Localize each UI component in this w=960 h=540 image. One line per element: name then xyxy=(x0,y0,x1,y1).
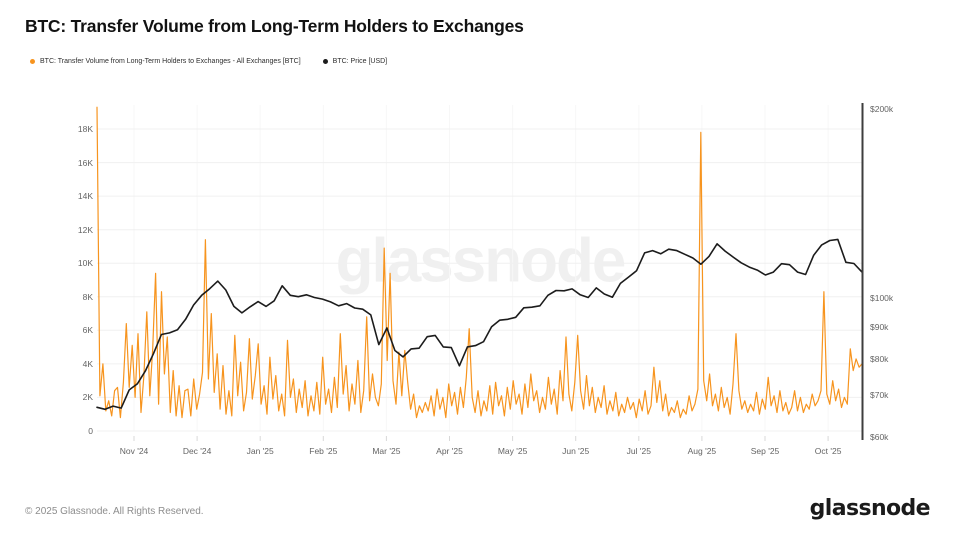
legend: BTC: Transfer Volume from Long-Term Hold… xyxy=(30,57,387,66)
legend-label-transfer-volume: BTC: Transfer Volume from Long-Term Hold… xyxy=(40,58,301,65)
glassnode-logo: glassnode xyxy=(809,496,931,521)
volume-line xyxy=(96,106,863,419)
copyright-text: © 2025 Glassnode. All Rights Reserved. xyxy=(25,506,204,517)
legend-dot-price xyxy=(322,59,328,64)
legend-label-price: BTC: Price [USD] xyxy=(332,58,388,65)
page-title: BTC: Transfer Volume from Long-Term Hold… xyxy=(25,16,524,36)
legend-item-transfer-volume[interactable]: BTC: Transfer Volume from Long-Term Hold… xyxy=(30,57,301,66)
legend-dot-transfer-volume xyxy=(30,59,35,64)
legend-item-price[interactable]: BTC: Price [USD] xyxy=(322,57,388,66)
price-line xyxy=(96,238,863,411)
